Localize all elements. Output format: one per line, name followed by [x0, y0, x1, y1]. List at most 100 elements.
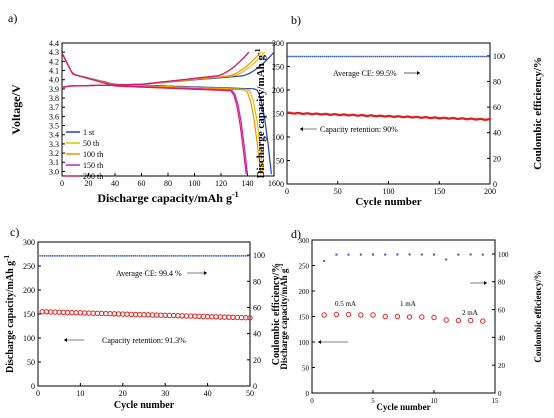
capacity-point [455, 317, 462, 324]
ce-point [408, 253, 411, 256]
ce-point [68, 255, 71, 257]
ce-point [138, 255, 141, 257]
ce-point [484, 55, 486, 58]
ce-point [194, 255, 196, 257]
legend-a: 1 st 50 th 100 th 150 th 200 th [66, 128, 103, 181]
ce-point [339, 55, 342, 58]
ce-point [90, 255, 92, 257]
y-tick-label-a: 3.5 [49, 122, 59, 131]
ce-point [465, 55, 468, 58]
ce-point [75, 255, 78, 257]
ce-point [215, 255, 218, 257]
ce-point [421, 55, 423, 58]
x-axis-label-d: Cycle number [376, 402, 430, 412]
ce-point [309, 55, 312, 58]
ce-point [370, 55, 373, 58]
ce-point [459, 55, 462, 58]
y2-tick-label-c: 20 [253, 356, 261, 365]
ce-point [378, 55, 381, 58]
x-tick-label-c: 10 [76, 389, 84, 398]
ce-point [404, 55, 407, 58]
y-tick-label-c: 50 [27, 358, 35, 367]
ce-point [451, 55, 454, 58]
ce-point [41, 255, 44, 257]
discharge-curve [61, 52, 247, 175]
panel-label-c: c) [10, 225, 19, 239]
ce-point [368, 55, 371, 58]
arrow-head-d [318, 340, 321, 344]
capacity-point [406, 314, 413, 320]
ce-point [347, 253, 350, 256]
y-tick-label-d: 50 [302, 365, 310, 373]
ce-point [402, 55, 405, 58]
capacity-point [394, 313, 401, 320]
ce-point [151, 255, 154, 257]
arrow-head-b [417, 71, 420, 75]
x-tick-label-d: 0 [310, 397, 314, 405]
ce-point [287, 55, 289, 58]
y2-tick-label-b: 20 [493, 154, 501, 163]
ce-point [121, 255, 124, 257]
ce-point [204, 255, 207, 257]
ce-point [293, 55, 295, 58]
y-tick-label-d: 250 [299, 263, 310, 271]
x-tick-label-a: 60 [138, 179, 146, 188]
y2-tick-label-c: 60 [253, 303, 261, 312]
capacity-series-b [286, 111, 492, 122]
ce-point [145, 255, 148, 257]
y-tick-label-b: 50 [276, 157, 284, 166]
y-tick-label-a: 3.3 [49, 140, 59, 149]
ce-point [187, 255, 190, 257]
y2-axis-label-d: Coulombic efficiency/% [533, 270, 543, 362]
ce-point [359, 253, 362, 256]
ce-point [372, 55, 375, 58]
ce-point [223, 255, 226, 257]
capacity-point [382, 313, 388, 320]
ce-point [319, 55, 322, 58]
ce-point [111, 255, 114, 257]
y2-tick-label-b: 60 [493, 103, 501, 112]
y2-tick-label-d: 40 [498, 334, 506, 342]
capacity-point [480, 318, 486, 324]
ce-point [232, 255, 234, 257]
y-tick-label-d: 150 [299, 314, 310, 322]
ce-point [480, 55, 482, 58]
y2-tick-label-b: 40 [493, 129, 501, 138]
ce-point [380, 55, 383, 58]
ce-point [94, 255, 97, 257]
y-tick-label-c: 250 [23, 262, 35, 271]
legend-label: 200 th [83, 172, 103, 181]
ce-point [141, 255, 143, 257]
panel-label-d: d) [291, 227, 301, 241]
ce-point [227, 255, 230, 257]
ce-point [100, 255, 103, 257]
ce-point [435, 55, 438, 58]
charge-curve [62, 51, 250, 88]
ce-point [160, 255, 162, 257]
ce-point [323, 55, 326, 58]
ce-point [439, 55, 442, 58]
ce-point [179, 255, 181, 257]
ce-point [92, 255, 94, 257]
ce-point [104, 255, 107, 257]
ce-point [408, 55, 411, 58]
ce-point [208, 255, 211, 257]
ce-point [49, 255, 52, 257]
ce-point [39, 255, 41, 257]
y-tick-label-a: 3.9 [49, 85, 59, 94]
y-tick-label-c: 200 [23, 286, 35, 295]
ce-point [134, 255, 137, 257]
ce-point [177, 255, 179, 257]
x-tick-label-a: 140 [242, 179, 254, 188]
x-tick-label-c: 40 [204, 389, 212, 398]
y2-tick-label-c: 40 [253, 330, 261, 339]
ce-point [348, 55, 350, 58]
ce-point [457, 55, 460, 58]
capacity-point [419, 314, 425, 320]
ce-point [486, 55, 488, 58]
ce-point [157, 255, 160, 257]
ce-point [427, 55, 429, 58]
annotation-retention-c: Capacity retention: 91.3% [102, 336, 186, 345]
ce-point [43, 255, 46, 257]
ce-point [136, 255, 139, 257]
